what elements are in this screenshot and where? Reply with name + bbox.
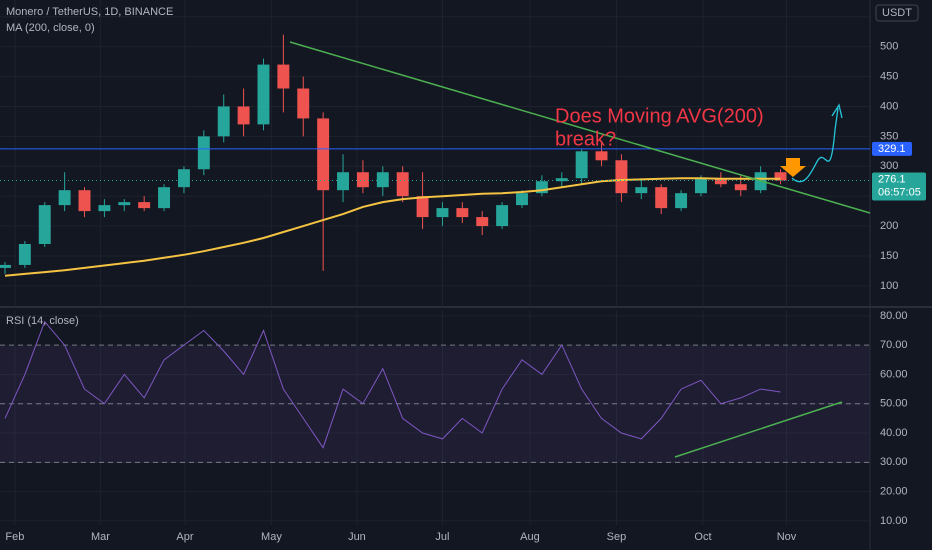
candle-body bbox=[695, 178, 707, 194]
candle-body bbox=[38, 205, 51, 244]
x-tick-label: Apr bbox=[176, 531, 193, 543]
countdown: 06:57:05 bbox=[878, 186, 921, 198]
projection-arrow bbox=[791, 107, 839, 183]
price-tag-label: 329.1 bbox=[878, 143, 906, 155]
x-tick-label: Mar bbox=[91, 531, 110, 543]
y-tick-label: 80.00 bbox=[880, 310, 908, 322]
candle-body bbox=[436, 208, 449, 218]
annotation: Does Moving AVG(200) bbox=[555, 105, 764, 127]
line bbox=[4, 320, 781, 449]
legend-entry: MA (200, close, 0) bbox=[6, 22, 95, 34]
candle-body bbox=[635, 187, 648, 194]
y-tick-label: 200 bbox=[880, 220, 898, 232]
x-tick-label: Nov bbox=[777, 531, 797, 543]
rsi-trend-line bbox=[674, 401, 843, 458]
y-tick-label: 10.00 bbox=[880, 515, 908, 527]
projection-arrowhead bbox=[831, 103, 843, 119]
candle-body bbox=[197, 136, 210, 170]
candle-body bbox=[18, 244, 31, 265]
currency-box bbox=[875, 4, 919, 22]
candle-body bbox=[0, 264, 11, 268]
candle-body bbox=[317, 118, 330, 191]
candle-body bbox=[257, 64, 270, 125]
y-tick-label: 300 bbox=[880, 160, 898, 172]
candle-body bbox=[158, 187, 171, 209]
candle-body bbox=[595, 151, 608, 161]
candle-body bbox=[476, 217, 489, 227]
labels: 100150200250300350400450500550329.1276.1… bbox=[5, 11, 926, 543]
candle-body bbox=[535, 181, 548, 194]
candle-body bbox=[516, 193, 528, 206]
candle-body bbox=[297, 88, 310, 119]
line bbox=[4, 177, 781, 277]
y-tick-label: 40.00 bbox=[880, 427, 908, 439]
y-tick-label: 350 bbox=[880, 130, 898, 142]
y-tick-label: 150 bbox=[880, 250, 898, 262]
candle-body bbox=[177, 169, 190, 188]
candle-body bbox=[376, 172, 389, 188]
candle-body bbox=[555, 178, 568, 182]
candle-body bbox=[714, 178, 727, 185]
candle-body bbox=[217, 106, 230, 137]
y-tick-label: 30.00 bbox=[880, 456, 908, 468]
x-tick-label: May bbox=[261, 531, 282, 543]
price-tag bbox=[872, 172, 926, 201]
x-tick-label: Oct bbox=[694, 531, 711, 543]
candle-body bbox=[615, 160, 628, 194]
chart-title: Monero / TetherUS, 1D, BINANCE bbox=[6, 6, 173, 18]
x-tick-label: Feb bbox=[5, 531, 24, 543]
candle-body bbox=[575, 151, 588, 179]
candle-body bbox=[675, 193, 688, 209]
currency: USDT bbox=[882, 7, 912, 19]
x-tick-label: Aug bbox=[520, 531, 540, 543]
price-tag-label: 276.1 bbox=[878, 173, 906, 185]
y-tick-label: 50.00 bbox=[880, 398, 908, 410]
annotation: break? bbox=[555, 128, 616, 150]
y-tick-label: 400 bbox=[880, 100, 898, 112]
candle-body bbox=[396, 172, 409, 197]
y-tick-label: 70.00 bbox=[880, 339, 908, 351]
candle-body bbox=[118, 202, 131, 206]
y-tick-label: 500 bbox=[880, 41, 898, 53]
price-tag bbox=[872, 141, 912, 156]
candle-body bbox=[78, 190, 91, 212]
y-tick-label: 100 bbox=[880, 280, 898, 292]
x-tick-label: Jul bbox=[435, 531, 449, 543]
candle-body bbox=[734, 184, 747, 191]
candle-body bbox=[138, 202, 151, 209]
candle-body bbox=[58, 190, 71, 206]
candle-body bbox=[277, 64, 290, 89]
x-tick-label: Jun bbox=[348, 531, 366, 543]
y-tick-label: 450 bbox=[880, 70, 898, 82]
x-tick-label: Sep bbox=[607, 531, 627, 543]
trend-line bbox=[289, 41, 871, 214]
candle-body bbox=[496, 205, 509, 227]
rsi-title: RSI (14, close) bbox=[6, 315, 79, 327]
candle-body bbox=[456, 208, 469, 218]
arrow-down bbox=[780, 158, 806, 177]
candle-body bbox=[98, 205, 111, 212]
y-tick-label: 20.00 bbox=[880, 486, 908, 498]
candle-body bbox=[416, 196, 429, 218]
candle-body bbox=[655, 187, 668, 209]
rsi-band bbox=[0, 346, 870, 463]
candle-body bbox=[337, 172, 349, 191]
candle-body bbox=[356, 172, 369, 188]
candle-body bbox=[237, 106, 250, 125]
candle-body bbox=[774, 172, 787, 181]
y-tick-label: 60.00 bbox=[880, 368, 908, 380]
